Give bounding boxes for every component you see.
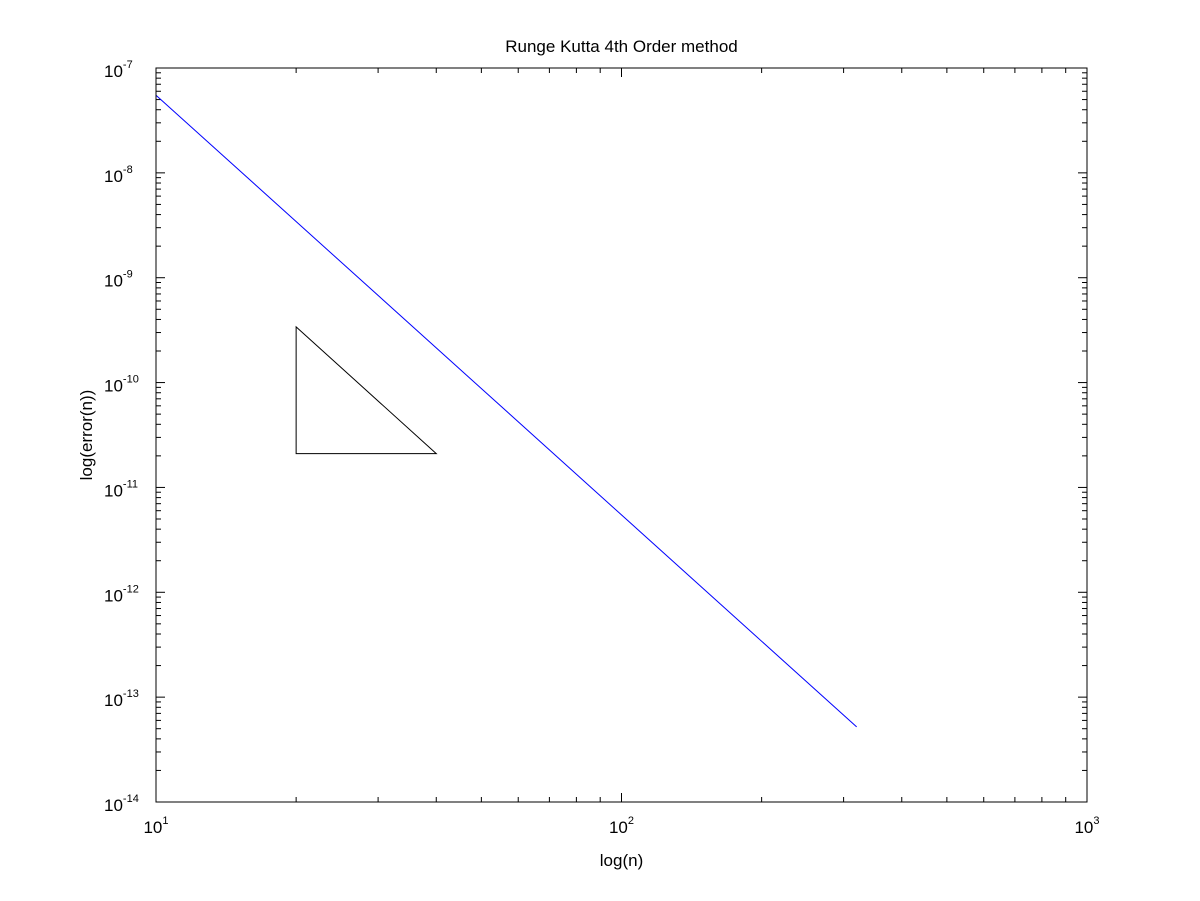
y-tick-exponent: -8 [123, 164, 133, 176]
x-tick-exponent: 1 [162, 815, 168, 827]
y-tick-base: 10 [104, 167, 123, 186]
minor-ticks [156, 68, 1087, 802]
y-tick-label: 10-7 [104, 59, 133, 81]
y-tick-label: 10-10 [104, 374, 139, 396]
x-tick-base: 10 [609, 818, 628, 837]
y-tick-label: 10-12 [104, 583, 139, 605]
y-tick-label: 10-14 [104, 793, 139, 815]
y-tick-base: 10 [104, 691, 123, 710]
y-tick-exponent: -11 [123, 478, 138, 490]
y-tick-exponent: -9 [123, 269, 133, 281]
y-tick-base: 10 [104, 796, 123, 815]
x-tick-label: 101 [143, 815, 168, 837]
y-tick-base: 10 [104, 586, 123, 605]
y-tick-base: 10 [104, 272, 123, 291]
y-tick-label: 10-9 [104, 269, 133, 291]
annotations [295, 325, 438, 455]
y-tick-label: 10-11 [104, 478, 138, 500]
y-tick-label: 10-8 [104, 164, 133, 186]
y-tick-base: 10 [104, 377, 123, 396]
chart-title: Runge Kutta 4th Order method [505, 37, 737, 56]
y-tick-exponent: -12 [123, 583, 139, 595]
y-tick-exponent: -13 [123, 688, 139, 700]
y-axis-title: log(error(n)) [77, 390, 96, 481]
series-line-0 [155, 94, 857, 728]
x-axis-title: log(n) [600, 851, 643, 870]
y-tick-exponent: -7 [123, 59, 133, 71]
x-tick-labels: 101 102 103 [143, 815, 1099, 837]
y-tick-exponent: -10 [123, 374, 139, 386]
x-tick-base: 10 [143, 818, 162, 837]
x-tick-label: 102 [609, 815, 634, 837]
x-tick-label: 103 [1074, 815, 1099, 837]
x-tick-exponent: 2 [628, 815, 634, 827]
series-group [155, 94, 857, 728]
slope-triangle [295, 325, 438, 455]
y-tick-exponent: -14 [123, 793, 139, 805]
plot-area-frame [155, 67, 1088, 803]
x-tick-exponent: 3 [1093, 815, 1099, 827]
y-tick-base: 10 [104, 62, 123, 81]
x-tick-base: 10 [1074, 818, 1093, 837]
y-tick-label: 10-13 [104, 688, 139, 710]
y-tick-base: 10 [104, 481, 123, 500]
